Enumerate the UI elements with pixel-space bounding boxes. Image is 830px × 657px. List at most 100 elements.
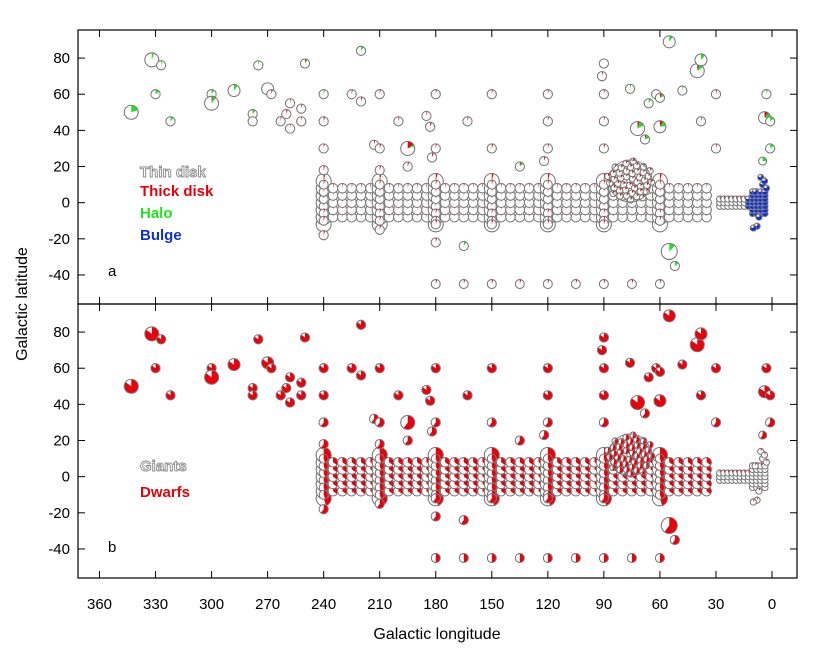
disk-field-point bbox=[673, 182, 684, 194]
high-latitude-field-point bbox=[630, 121, 645, 137]
high-latitude-field-point bbox=[542, 417, 553, 428]
high-latitude-field-point bbox=[765, 390, 776, 401]
high-latitude-field-point bbox=[421, 384, 432, 395]
high-latitude-field-point bbox=[318, 230, 329, 241]
high-latitude-field-point bbox=[514, 279, 525, 289]
y-tick-label: -40 bbox=[48, 267, 70, 284]
x-tick-label: 330 bbox=[143, 596, 168, 613]
high-latitude-field-point bbox=[247, 390, 258, 401]
high-latitude-field-point bbox=[514, 435, 525, 446]
high-latitude-field-point bbox=[486, 363, 497, 374]
high-latitude-field-point bbox=[761, 363, 772, 374]
high-latitude-field-point bbox=[204, 369, 220, 385]
high-latitude-field-point bbox=[669, 260, 680, 271]
disk-field-point bbox=[458, 456, 470, 468]
disk-field-point bbox=[318, 489, 329, 500]
disk-field-point bbox=[383, 456, 395, 468]
disk-field-point bbox=[523, 464, 535, 475]
high-latitude-field-point bbox=[654, 553, 665, 563]
high-latitude-field-point bbox=[247, 116, 258, 127]
high-latitude-field-point bbox=[643, 372, 654, 383]
high-latitude-field-point bbox=[596, 345, 608, 356]
disk-field-point bbox=[654, 194, 665, 205]
bulge-field-point bbox=[760, 177, 769, 185]
panel-a bbox=[123, 35, 776, 289]
disk-field-point bbox=[374, 453, 385, 464]
disk-field-point bbox=[486, 194, 497, 205]
high-latitude-field-point bbox=[710, 89, 722, 100]
disk-field-point bbox=[542, 453, 553, 464]
high-latitude-field-point bbox=[374, 224, 385, 235]
high-latitude-field-point bbox=[227, 84, 241, 98]
cluster-field-point bbox=[616, 460, 624, 469]
cluster-field-point bbox=[633, 466, 641, 475]
disk-field-point bbox=[598, 468, 609, 479]
high-latitude-field-point bbox=[430, 417, 441, 428]
cluster-field-point bbox=[616, 466, 624, 474]
high-latitude-field-point bbox=[355, 45, 367, 56]
high-latitude-field-point bbox=[539, 430, 550, 441]
high-latitude-field-point bbox=[458, 240, 469, 252]
disk-field-point bbox=[337, 182, 348, 194]
high-latitude-field-point bbox=[542, 279, 553, 289]
high-latitude-field-point bbox=[150, 363, 161, 374]
high-latitude-field-point bbox=[227, 358, 241, 372]
legend-bulge: Bulge bbox=[140, 227, 182, 244]
high-latitude-field-point bbox=[165, 116, 176, 127]
disk-field-point bbox=[682, 456, 694, 468]
disk-field-point bbox=[430, 453, 441, 464]
cluster-field-point bbox=[617, 448, 625, 456]
high-latitude-field-point bbox=[542, 553, 553, 563]
disk-field-point bbox=[374, 179, 385, 190]
cluster-outline bbox=[608, 433, 652, 477]
high-latitude-field-point bbox=[514, 553, 525, 563]
high-latitude-field-point bbox=[430, 363, 441, 374]
high-latitude-field-point bbox=[123, 378, 139, 394]
high-latitude-field-point bbox=[430, 553, 441, 563]
high-latitude-field-point bbox=[430, 219, 441, 230]
high-latitude-field-point bbox=[765, 116, 776, 127]
disk-field-point bbox=[318, 460, 329, 471]
high-latitude-field-point bbox=[462, 116, 473, 127]
high-latitude-field-point bbox=[284, 372, 296, 383]
high-latitude-field-point bbox=[425, 395, 436, 406]
disk-field-point bbox=[374, 489, 385, 500]
cluster-outline bbox=[608, 159, 652, 203]
high-latitude-field-point bbox=[598, 219, 609, 230]
high-latitude-field-point bbox=[542, 143, 553, 154]
disk-field-point bbox=[374, 215, 385, 226]
disk-field-point bbox=[411, 456, 423, 468]
high-latitude-field-point bbox=[299, 332, 311, 343]
high-latitude-field-point bbox=[253, 60, 264, 71]
high-latitude-field-point bbox=[275, 390, 286, 401]
disk-field-point bbox=[486, 179, 497, 190]
disk-field-point bbox=[551, 478, 563, 490]
cluster-field-point bbox=[614, 453, 622, 462]
disk-field-point bbox=[561, 456, 572, 468]
disk-field-point bbox=[523, 478, 535, 490]
high-latitude-field-point bbox=[402, 161, 413, 172]
x-tick-label: 210 bbox=[367, 596, 392, 613]
high-latitude-field-point bbox=[598, 116, 609, 127]
high-latitude-field-point bbox=[275, 116, 286, 127]
y-tick-label: -20 bbox=[48, 231, 70, 248]
disk-field-point bbox=[561, 182, 572, 194]
y-tick-label: 0 bbox=[62, 469, 70, 486]
x-tick-label: 300 bbox=[199, 596, 224, 613]
disk-field-point bbox=[486, 482, 497, 493]
high-latitude-field-point bbox=[266, 89, 277, 100]
disk-field-point bbox=[327, 456, 339, 468]
high-latitude-field-point bbox=[626, 553, 637, 563]
disk-field-point bbox=[701, 182, 712, 194]
x-tick-label: 360 bbox=[87, 596, 112, 613]
x-tick-label: 90 bbox=[596, 596, 613, 613]
disk-field-point bbox=[467, 456, 479, 468]
high-latitude-field-point bbox=[630, 395, 645, 411]
high-latitude-field-point bbox=[486, 143, 497, 154]
high-latitude-field-point bbox=[123, 104, 139, 120]
disk-field-point bbox=[551, 456, 563, 468]
high-latitude-field-point bbox=[318, 89, 329, 100]
high-latitude-field-point bbox=[430, 511, 441, 522]
disk-field-point bbox=[467, 182, 479, 194]
